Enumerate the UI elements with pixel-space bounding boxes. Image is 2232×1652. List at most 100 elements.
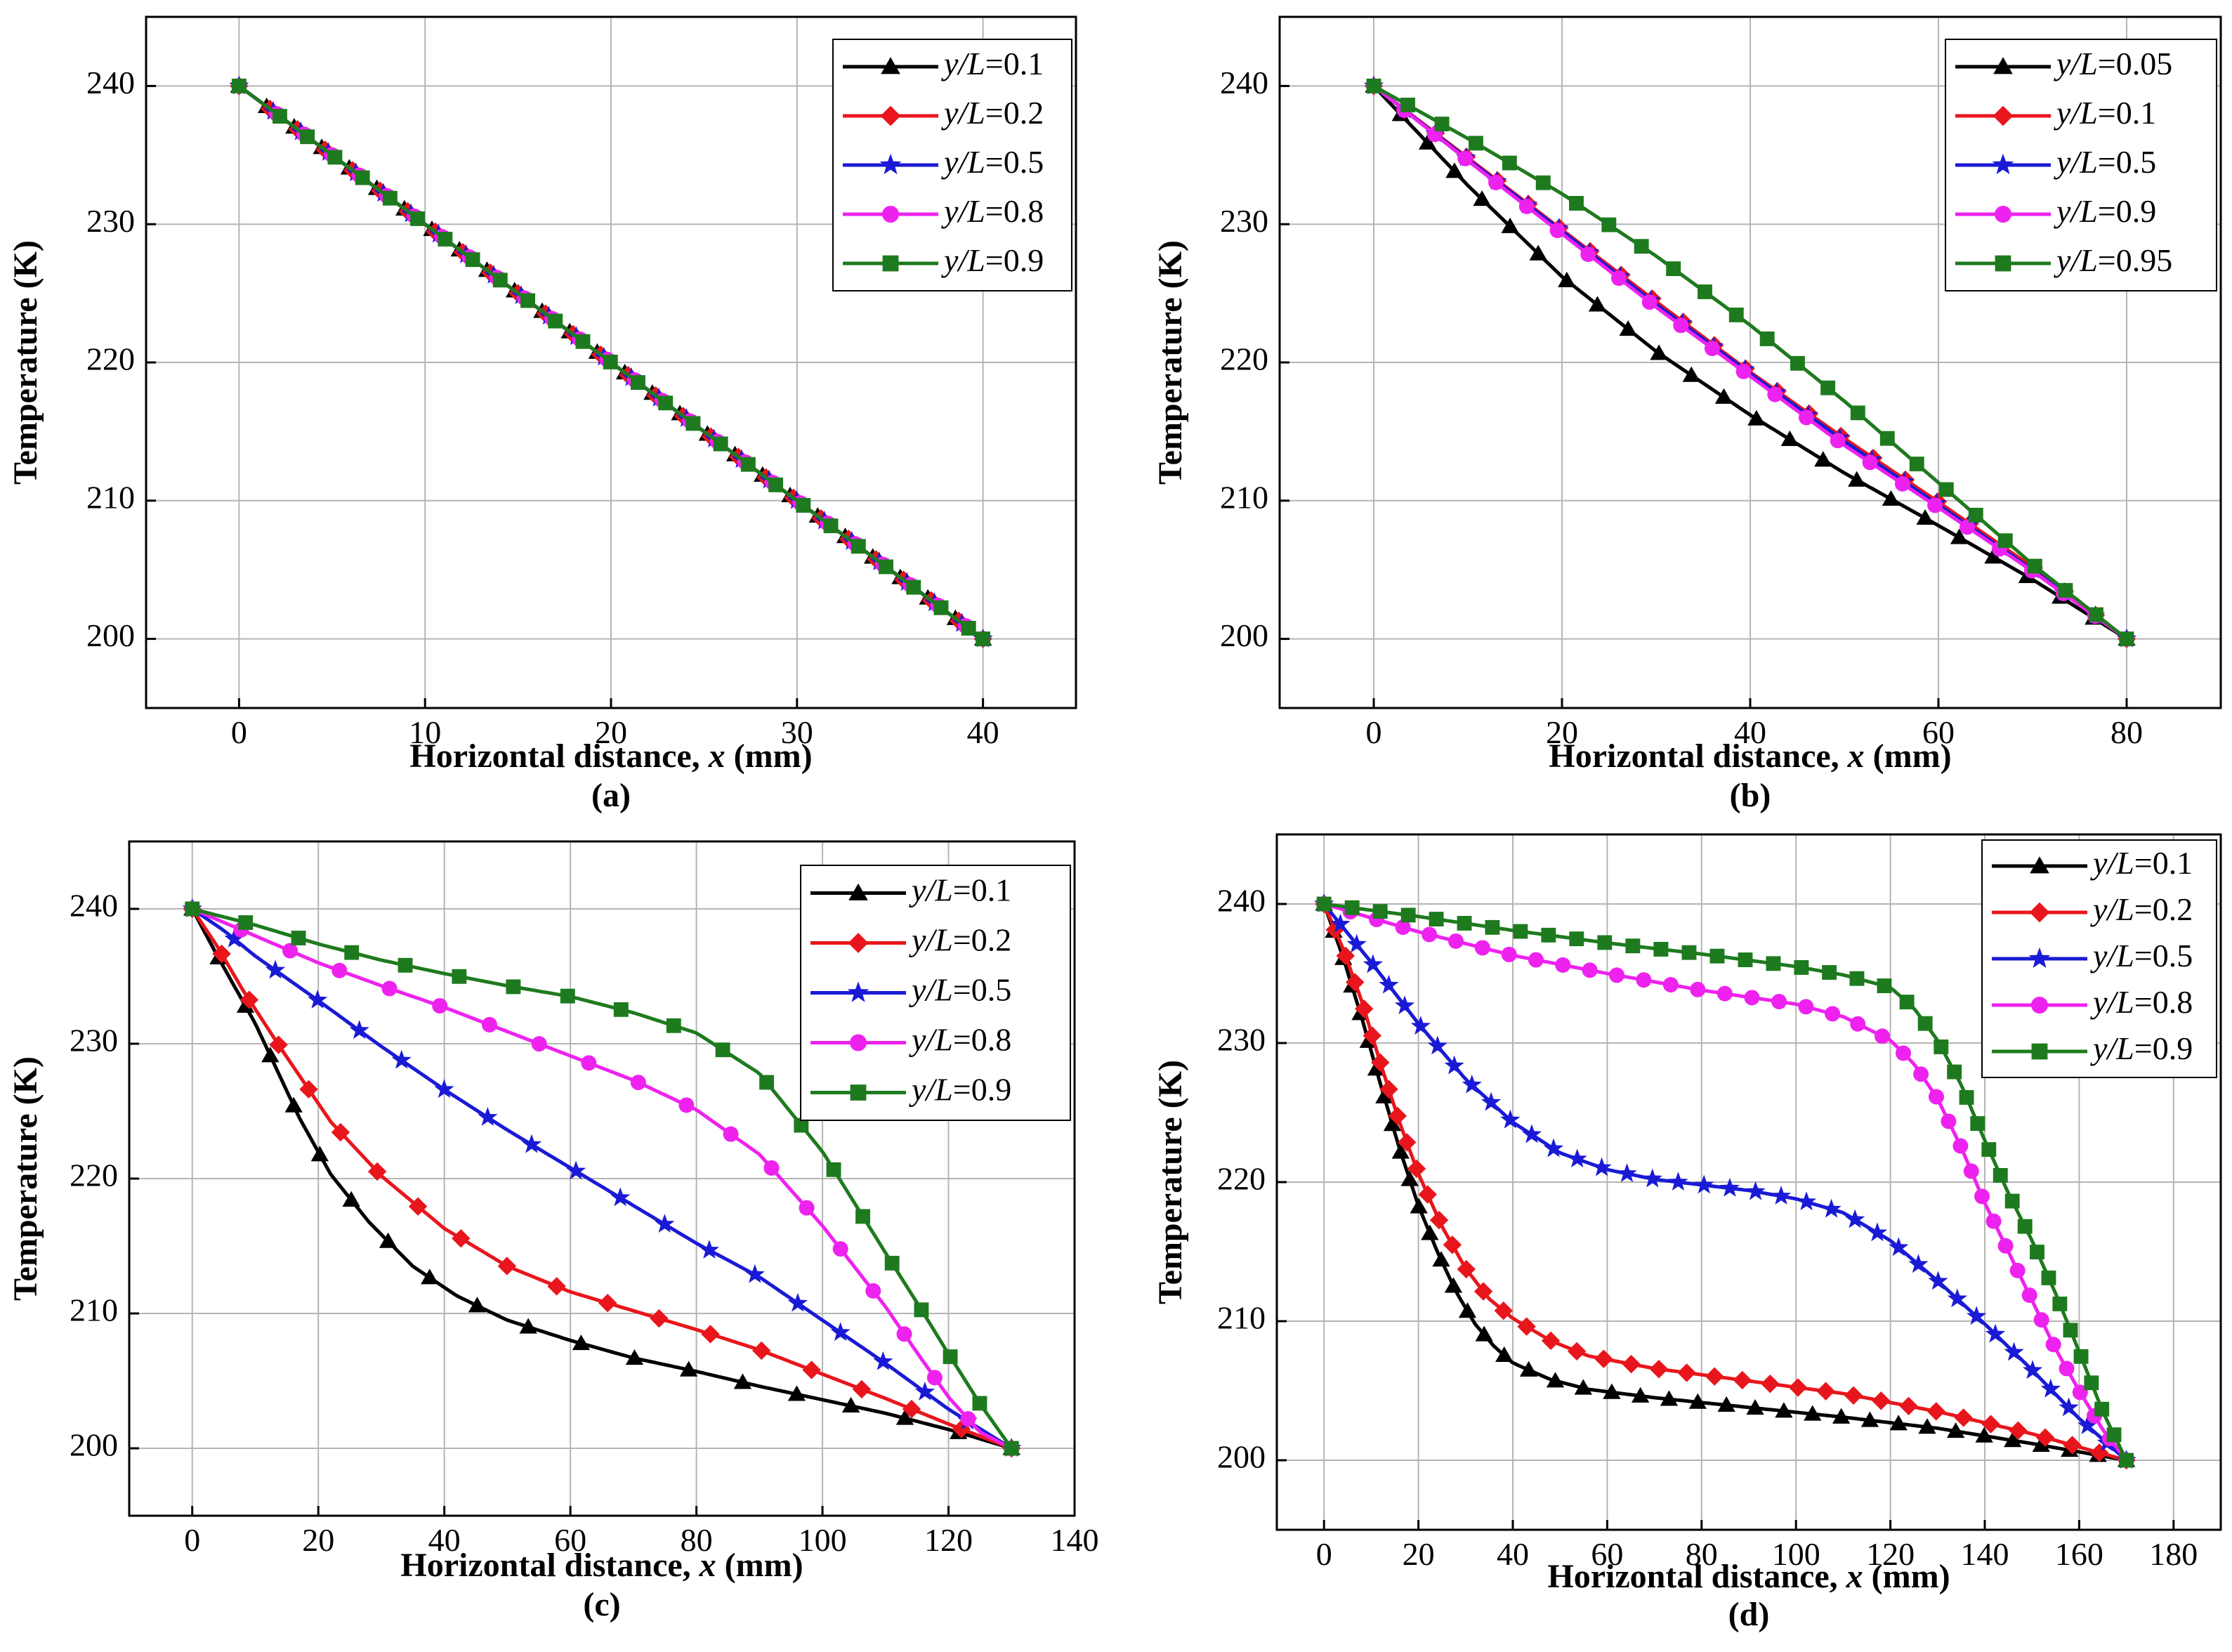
data-point [1395, 919, 1411, 936]
data-point [261, 1047, 280, 1063]
data-point [1938, 482, 1954, 497]
data-point [1457, 916, 1472, 931]
data-point [547, 1277, 566, 1296]
data-point [1673, 317, 1689, 334]
data-point [1908, 1254, 1929, 1273]
data-point [452, 969, 467, 984]
data-point [478, 1107, 498, 1126]
series-4 [1366, 78, 2134, 647]
data-point [1567, 1342, 1587, 1361]
data-point [1344, 900, 1360, 915]
x-tick-label: 80 [681, 1522, 713, 1558]
legend-label: y/L=0.2 [2090, 891, 2193, 927]
data-point [1794, 960, 1809, 975]
data-point [2072, 1384, 2088, 1401]
x-axis-label-var: x [708, 738, 726, 775]
data-point [2119, 631, 2134, 647]
data-point [848, 883, 868, 900]
data-point [1608, 967, 1624, 983]
data-point [2021, 1287, 2037, 1304]
data-point [438, 232, 453, 247]
data-point [310, 1146, 329, 1162]
data-point [879, 153, 902, 175]
x-tick-label: 40 [1497, 1536, 1529, 1572]
legend-var: y/L [941, 144, 985, 180]
data-point [2031, 997, 2048, 1014]
data-point [1383, 1115, 1402, 1132]
data-point [1363, 1026, 1381, 1045]
data-point [1759, 331, 1775, 346]
data-point [1603, 1383, 1621, 1399]
data-point [1501, 217, 1519, 233]
data-point [1709, 948, 1725, 964]
legend-item: y/L=0.1 [810, 872, 1011, 907]
legend-var: y/L [2090, 938, 2134, 973]
data-point [1894, 476, 1910, 492]
x-tick-label: 40 [428, 1522, 461, 1558]
legend-label: y/L=0.1 [2054, 95, 2156, 131]
data-point [1445, 162, 1464, 178]
legend-value: =0.2 [985, 95, 1044, 131]
data-point [410, 211, 426, 226]
data-point [1418, 133, 1437, 150]
legend-label: y/L=0.1 [2090, 845, 2193, 881]
legend-label: y/L=0.1 [941, 46, 1044, 81]
data-point [1617, 1163, 1637, 1182]
data-point [1845, 1209, 1865, 1228]
x-tick-label: 20 [595, 714, 627, 750]
legend-item: y/L=0.8 [843, 193, 1044, 229]
data-point [723, 1126, 739, 1142]
data-point [1916, 509, 1934, 525]
legend-item: y/L=0.5 [1955, 144, 2156, 180]
data-point [1698, 284, 1712, 299]
data-point [1738, 952, 1753, 967]
data-point [1946, 1422, 1965, 1438]
data-point [269, 1035, 288, 1054]
data-point [1346, 973, 1365, 992]
data-point [1896, 1045, 1912, 1061]
legend-var: y/L [2054, 95, 2098, 131]
y-tick-label: 230 [70, 1023, 118, 1058]
data-point [895, 1409, 914, 1425]
data-point [497, 1257, 517, 1276]
data-point [1379, 974, 1399, 994]
data-point [1688, 1393, 1707, 1409]
data-point [1927, 497, 1943, 513]
chart-panel-a: 0 10 20 30 40 200 210 220 230 240 Horizontal dista… [7, 15, 1077, 814]
data-point [239, 990, 259, 1009]
legend-value: =0.1 [2098, 95, 2156, 131]
data-point [231, 78, 247, 93]
data-point [1529, 244, 1547, 261]
legend-label: y/L=0.8 [941, 193, 1044, 229]
panel-caption: (b) [1730, 777, 1771, 814]
data-point [381, 981, 398, 997]
data-point [2059, 1361, 2075, 1377]
data-point [1926, 1402, 1946, 1421]
data-point [1717, 1396, 1735, 1412]
y-tick-label: 240 [1220, 65, 1268, 100]
chart-panel-b: 0 20 40 60 80 200 210 220 230 240 Horizontal dista… [1152, 15, 2222, 814]
data-point [1495, 1346, 1514, 1363]
data-point [1594, 1349, 1613, 1368]
x-tick-label: 60 [1922, 714, 1955, 750]
data-point [1528, 952, 1544, 968]
data-point [342, 1191, 360, 1207]
data-point [355, 170, 370, 185]
x-tick-label: 140 [1051, 1522, 1099, 1558]
y-axis-label: Temperature (K) [1152, 1060, 1189, 1304]
data-point [2009, 1421, 2028, 1440]
data-point [1372, 904, 1388, 919]
panel-caption: (c) [583, 1586, 620, 1623]
x-tick-label: 30 [781, 714, 813, 750]
data-point [1941, 1113, 1957, 1129]
data-point [873, 1351, 893, 1370]
data-point [1844, 1386, 1863, 1405]
data-point [432, 997, 448, 1014]
x-axis-label: Horizontal distance, x (mm) [400, 1547, 803, 1584]
y-axis-label: Temperature (K) [7, 1056, 44, 1301]
legend-value: =0.95 [2098, 242, 2172, 278]
x-tick-label: 100 [799, 1522, 847, 1558]
data-point [452, 1228, 471, 1248]
legend-label: y/L=0.9 [909, 1071, 1011, 1107]
data-point [1952, 1138, 1969, 1154]
